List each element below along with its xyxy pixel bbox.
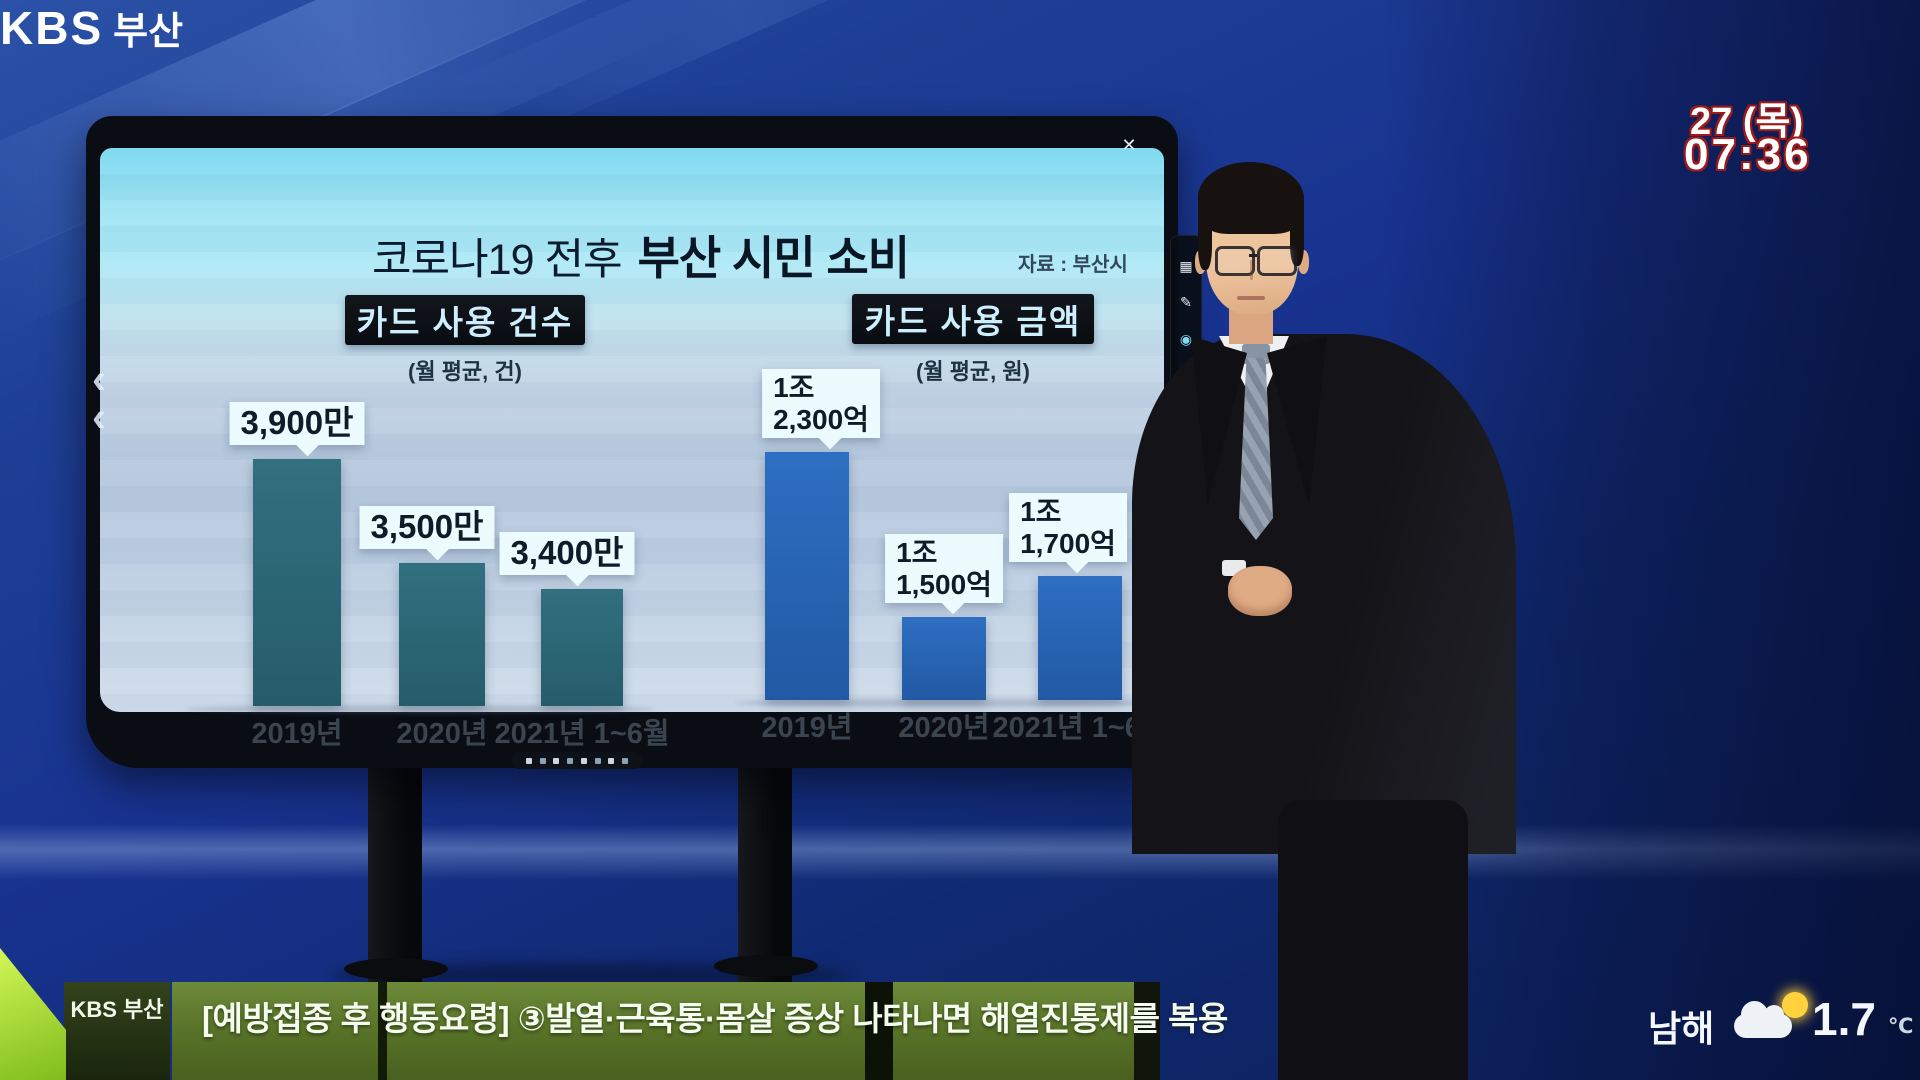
value-label: 1,700억 — [1020, 527, 1116, 559]
value-callout: 3,900만 — [229, 402, 365, 445]
board-title-main: 부산 시민 소비 — [637, 232, 910, 284]
close-icon[interactable]: ✕ — [1121, 135, 1137, 155]
bezel-button[interactable] — [539, 757, 546, 764]
bezel-button[interactable] — [580, 757, 587, 764]
value-callout: 1조 1,500억 — [885, 534, 1003, 603]
bar — [399, 563, 485, 706]
display-stand-foot — [714, 955, 818, 977]
ticker-station-label: KBS 부산 — [70, 997, 164, 1022]
value-label: 3,900만 — [240, 404, 354, 442]
value-label: 2,300억 — [773, 403, 869, 435]
bezel-button[interactable] — [553, 757, 560, 764]
chart-baseline — [735, 699, 1165, 707]
ticker-panel — [893, 982, 1134, 1080]
bezel-button[interactable] — [608, 757, 615, 764]
glasses-bridge — [1249, 254, 1257, 257]
broadcast-date: 27 (목) — [1690, 101, 1804, 143]
chart-baseline — [185, 705, 655, 713]
chart-subtitle-amount: (월 평균, 원) — [916, 359, 1030, 384]
weather-temperature: 1.7 — [1812, 993, 1876, 1045]
kbs-region: 부산 — [113, 11, 184, 53]
broadcast-time: 07:36 — [1684, 130, 1812, 179]
value-callout: 1조 1,700억 — [1009, 493, 1127, 562]
ticker-headline: [예방접종 후 행동요령] ③발열·근육통·몸살 증상 나타나면 해열진통제를 … — [202, 1000, 1228, 1037]
source-label: 자료 : 부산시 — [1018, 254, 1128, 276]
presenter-suit — [1132, 334, 1516, 854]
ticker-separator — [378, 982, 387, 1080]
weather-location: 남해 — [1648, 1008, 1715, 1049]
bar-group: 3,400만 2021년 1~6월 — [494, 446, 670, 750]
prev-page-button[interactable]: ‹ — [92, 393, 106, 440]
value-callout: 1조 2,300억 — [762, 369, 880, 438]
ticker-panel — [172, 982, 378, 1080]
value-label: 1조 — [773, 372, 815, 404]
bar-group: 1조 2,300억 2019년 — [761, 369, 880, 744]
display-stand-leg — [368, 762, 422, 994]
bar — [1038, 576, 1122, 700]
floor-light-wedge — [0, 948, 66, 1080]
ticker-separator — [865, 982, 893, 1080]
sun-icon — [1782, 992, 1808, 1018]
station-logo: KBS 부산 — [0, 0, 1920, 55]
bezel-button[interactable] — [525, 757, 532, 764]
bar-group: 1조 1,700억 2021년 1~6월 — [992, 431, 1168, 744]
bar — [541, 589, 623, 706]
ticker-station-panel: KBS 부산 — [64, 982, 170, 1080]
bar — [765, 452, 849, 700]
bar-group: 3,500만 2020년 — [359, 446, 495, 750]
bezel-control-strip[interactable] — [512, 752, 642, 769]
chart-header-amount: 카드 사용 금액 — [852, 294, 1094, 344]
bezel-button[interactable] — [594, 757, 601, 764]
prev-page-button[interactable]: ‹ — [92, 355, 106, 402]
value-label: 3,500만 — [370, 508, 484, 546]
pen-icon[interactable]: ✎ — [1180, 294, 1192, 311]
record-icon[interactable]: ◉ — [1179, 330, 1193, 347]
presenter-legs — [1278, 800, 1468, 1080]
value-label: 1,500억 — [896, 568, 992, 600]
bar-group: 3,900만 2019년 — [229, 402, 365, 750]
value-callout: 3,500만 — [359, 506, 495, 549]
value-label: 1조 — [1020, 496, 1062, 528]
category-label: 2019년 — [251, 718, 343, 750]
category-label: 2021년 1~6월 — [494, 718, 670, 750]
bezel-button[interactable] — [622, 757, 629, 764]
ticker-separator — [1134, 982, 1160, 1080]
presenter-nose — [1250, 260, 1253, 280]
kbs-logo: KBS — [0, 2, 104, 54]
ticker-panel — [387, 982, 865, 1080]
presenter-hair — [1198, 162, 1304, 234]
value-label: 1조 — [896, 537, 938, 569]
chart-header-count: 카드 사용 건수 — [345, 295, 585, 345]
category-label: 2020년 — [898, 712, 990, 744]
value-label: 3,400만 — [510, 534, 624, 572]
presenter-hair — [1198, 212, 1212, 270]
presenter-ear — [1298, 250, 1309, 274]
bezel-button[interactable] — [567, 757, 574, 764]
category-label: 2019년 — [761, 712, 853, 744]
grid-icon[interactable]: ▦ — [1179, 257, 1193, 274]
display-stand-foot — [344, 958, 448, 980]
cloud-icon — [1734, 1001, 1792, 1038]
board-title: 코로나19 전후 부산 시민 소비 — [372, 222, 910, 288]
value-callout: 3,400만 — [499, 532, 635, 575]
presenter-hands — [1228, 566, 1292, 616]
chart-subtitle-count: (월 평균, 건) — [408, 359, 522, 384]
glasses-lens — [1257, 246, 1297, 276]
display-stand-leg — [738, 762, 792, 990]
glasses-lens — [1215, 246, 1255, 276]
weather-unit: ℃ — [1888, 1015, 1914, 1038]
bar — [253, 459, 341, 706]
category-label: 2020년 — [396, 718, 488, 750]
bar — [902, 617, 986, 700]
presenter-mouth — [1237, 296, 1265, 300]
bar-group: 1조 1,500억 2020년 — [885, 431, 1003, 744]
board-title-prefix: 코로나19 전후 — [372, 236, 623, 284]
